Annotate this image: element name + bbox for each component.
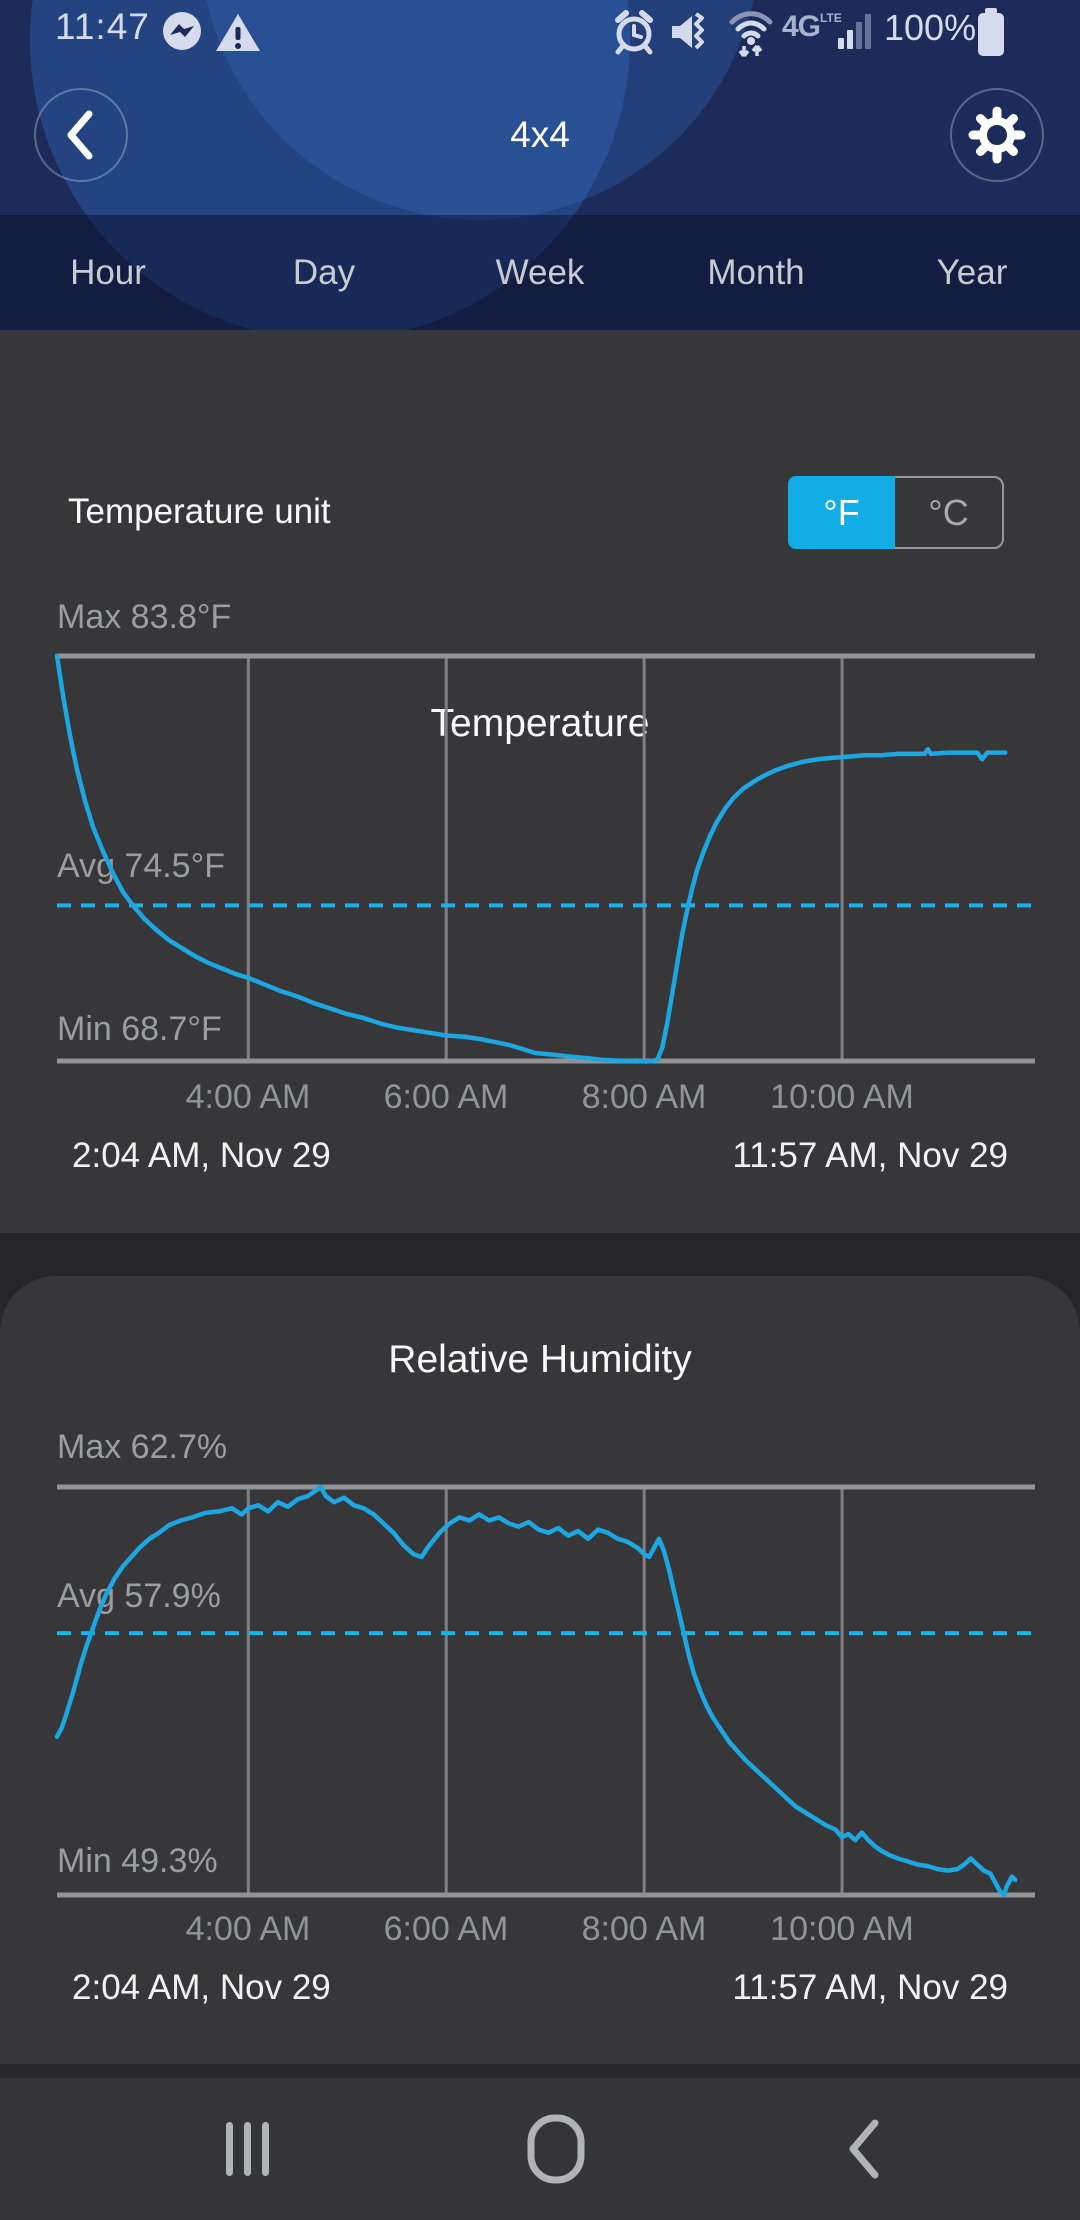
temperature-chart [54, 653, 1035, 1064]
recents-icon [226, 2122, 269, 2176]
decorative-circles [30, 0, 754, 330]
temp-xtick-4am: 4:00 AM [185, 1078, 311, 1116]
hum-range-start: 2:04 AM, Nov 29 [72, 1968, 331, 2007]
wifi-icon [729, 11, 773, 58]
hum-range-end: 11:57 AM, Nov 29 [732, 1968, 1008, 2007]
tab-month[interactable]: Month [707, 252, 805, 292]
temp-range-end: 11:57 AM, Nov 29 [732, 1136, 1008, 1175]
unit-celsius-button[interactable]: °C [928, 491, 969, 533]
humidity-title: Relative Humidity [388, 1338, 692, 1381]
back-chevron-icon [67, 110, 93, 160]
hum-xtick-8am: 8:00 AM [581, 1910, 707, 1948]
humidity-card: Relative Humidity [0, 1276, 1080, 2064]
temp-xtick-10am: 10:00 AM [770, 1078, 914, 1116]
hum-avg-label: Avg 57.9% [57, 1577, 221, 1615]
unit-fahrenheit-button[interactable]: °F [788, 476, 895, 549]
home-icon [527, 2114, 585, 2184]
temp-min-label: Min 68.7°F [57, 1010, 222, 1048]
temp-range-start: 2:04 AM, Nov 29 [72, 1136, 331, 1175]
nav-divider [0, 2064, 1080, 2078]
status-bar: 11:47 [0, 0, 1080, 62]
back-button[interactable] [34, 88, 128, 182]
temperature-title: Temperature [430, 702, 650, 745]
temperature-unit-toggle: °F °C [788, 476, 1004, 549]
tab-day[interactable]: Day [292, 252, 356, 292]
header-area: 11:47 [0, 0, 1080, 330]
temp-xtick-8am: 8:00 AM [581, 1078, 707, 1116]
tab-hour[interactable]: Hour [70, 252, 146, 292]
nav-back-icon [849, 2119, 879, 2179]
hum-xtick-10am: 10:00 AM [770, 1910, 914, 1948]
nav-back-button[interactable] [814, 2078, 914, 2220]
temp-xtick-6am: 6:00 AM [383, 1078, 509, 1116]
network-type-icon: 4GLTE [782, 10, 842, 43]
tab-week[interactable]: Week [495, 252, 585, 292]
settings-button[interactable] [950, 88, 1044, 182]
battery-percent: 100% [884, 7, 977, 48]
temperature-card: Temperature [0, 330, 1080, 1233]
temperature-unit-label: Temperature unit [68, 492, 331, 531]
page-title: 4x4 [510, 114, 570, 155]
alarm-icon [615, 10, 653, 55]
battery-icon [978, 8, 1004, 56]
mute-vibrate-icon [672, 12, 704, 50]
hum-max-label: Max 62.7% [57, 1428, 228, 1466]
hum-min-label: Min 49.3% [57, 1842, 218, 1880]
tab-year[interactable]: Year [936, 252, 1008, 292]
signal-strength-icon [838, 14, 871, 49]
hum-xtick-6am: 6:00 AM [383, 1910, 509, 1948]
recents-button[interactable] [198, 2078, 298, 2220]
status-time: 11:47 [55, 6, 150, 47]
home-button[interactable] [506, 2078, 606, 2220]
hum-xtick-4am: 4:00 AM [185, 1910, 311, 1948]
humidity-chart [54, 1484, 1035, 1898]
gear-icon [968, 106, 1026, 164]
messenger-notification-icon [163, 12, 201, 50]
temp-max-label: Max 83.8°F [57, 598, 232, 636]
android-nav-bar [0, 2078, 1080, 2220]
period-tab-bar: Hour Day Week Month Year [0, 215, 1080, 330]
temp-avg-label: Avg 74.5°F [57, 847, 225, 885]
warning-notification-icon [216, 14, 260, 51]
